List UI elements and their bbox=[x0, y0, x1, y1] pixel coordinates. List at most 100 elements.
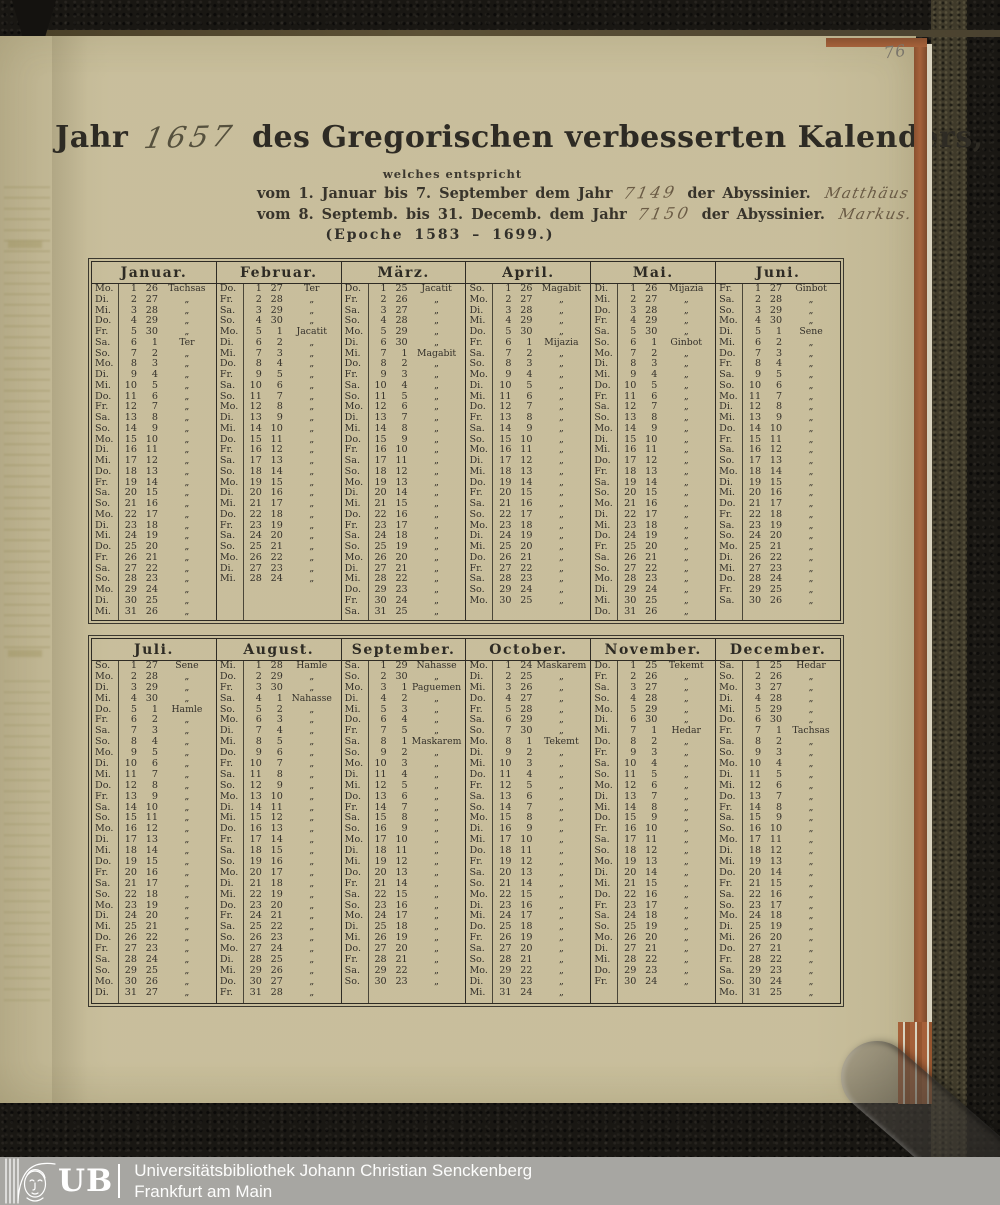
calendar-row: So. 14 7 „ bbox=[466, 802, 590, 814]
abyssinian-day-cell: 29 bbox=[769, 304, 783, 316]
abyssinian-month-cell: „ bbox=[683, 933, 689, 944]
weekday-cell: So. bbox=[219, 932, 236, 944]
month-column-mrz: März. Do. 1 25 Jacatit Fr. 2 26 „ Sa. 3 27 „ So. 4 28 „ M… bbox=[340, 262, 466, 620]
weekday-cell: Fr. bbox=[344, 293, 358, 305]
gregorian-day-cell: 5 bbox=[630, 326, 637, 337]
weekday-cell: So. bbox=[469, 283, 485, 294]
gregorian-day-cell: 31 bbox=[499, 986, 512, 998]
abyssinian-day-cell: 11 bbox=[270, 433, 283, 445]
abyssinian-day-cell: 13 bbox=[270, 823, 283, 835]
gregorian-day-cell: 25 bbox=[374, 541, 387, 552]
weekday-cell: So. bbox=[95, 660, 111, 671]
gregorian-day-cell: 22 bbox=[374, 888, 387, 900]
abyssinian-day-cell: 17 bbox=[769, 899, 783, 911]
gregorian-day-cell: 12 bbox=[624, 779, 637, 791]
gregorian-day-cell: 29 bbox=[124, 584, 137, 595]
abyssinian-month-cell: „ bbox=[184, 531, 190, 542]
abyssinian-day-cell: 28 bbox=[270, 986, 283, 998]
abyssinian-day-cell: 21 bbox=[270, 910, 283, 922]
abyssinian-day-cell: 29 bbox=[645, 703, 658, 715]
abyssinian-day-cell: 12 bbox=[395, 465, 408, 477]
weekday-cell: Do. bbox=[719, 422, 736, 434]
calendar-row: Sa. 15 9 „ bbox=[716, 813, 840, 824]
gregorian-day-cell: 28 bbox=[499, 954, 512, 966]
abyssinian-month-cell: „ bbox=[434, 606, 439, 617]
abyssinian-day-cell: 10 bbox=[769, 422, 783, 434]
abyssinian-month-cell: „ bbox=[184, 682, 190, 693]
abyssinian-month-cell: „ bbox=[683, 466, 689, 477]
weekday-cell: Do. bbox=[719, 943, 736, 955]
calendar-row: So. 7 30 „ bbox=[466, 725, 590, 737]
gregorian-day-cell: 22 bbox=[499, 508, 512, 520]
calendar-row: Fr. 3 30 „ bbox=[217, 682, 341, 694]
gregorian-day-cell: 15 bbox=[249, 812, 262, 824]
calendar-row: Mo. 23 19 „ bbox=[92, 900, 216, 912]
abyssinian-day-cell: 18 bbox=[270, 877, 283, 889]
abyssinian-month-cell: „ bbox=[808, 305, 814, 316]
gregorian-day-cell: 17 bbox=[748, 455, 762, 466]
abyssinian-day-cell: 23 bbox=[270, 562, 283, 574]
abyssinian-day-cell: 17 bbox=[145, 877, 158, 889]
weekday-cell: Sa. bbox=[719, 369, 735, 380]
gregorian-day-cell: 28 bbox=[374, 573, 387, 585]
calendar-row: Fr. 28 22 „ bbox=[716, 954, 840, 966]
gregorian-day-cell: 26 bbox=[499, 932, 512, 944]
abyssinian-day-cell: 23 bbox=[769, 562, 783, 574]
calendar-row: Di. 26 22 „ bbox=[716, 552, 840, 564]
gregorian-day-cell: 27 bbox=[374, 943, 387, 955]
calendar-row: Do. 1 25 Tekemt bbox=[591, 660, 715, 672]
weekday-cell: Sa. bbox=[344, 304, 360, 316]
gregorian-day-cell: 5 bbox=[255, 703, 262, 715]
abyssinian-day-cell: 29 bbox=[270, 304, 283, 316]
calendar-row: Fr. 17 14 „ bbox=[217, 834, 341, 846]
calendar-row: Do. 26 21 „ bbox=[466, 552, 590, 564]
abyssinian-month-cell: „ bbox=[808, 434, 814, 445]
gregorian-day-cell: 17 bbox=[499, 834, 512, 846]
abyssinian-month-cell: „ bbox=[558, 715, 564, 726]
calendar-row: Di. 28 25 „ bbox=[217, 954, 341, 966]
gregorian-day-cell: 24 bbox=[249, 910, 262, 922]
calendar-row: Mo. 3 27 „ bbox=[716, 681, 840, 694]
month-body: Mo. 1 26 Tachsas Di. 2 27 „ Mi. 3 28 „ Do. 4 29 „ Fr. 5 30… bbox=[92, 283, 216, 620]
calendar-row: Mo. 26 20 „ bbox=[591, 932, 715, 944]
abyssinian-month-cell: „ bbox=[184, 889, 190, 900]
calendar-row: Do. 20 13 „ bbox=[342, 867, 466, 879]
abyssinian-month-cell: „ bbox=[309, 413, 315, 423]
abyssinian-month-cell: „ bbox=[808, 595, 814, 606]
abyssinian-day-cell: 26 bbox=[645, 605, 658, 617]
gregorian-day-cell: 1 bbox=[755, 660, 762, 671]
abyssinian-day-cell: 11 bbox=[145, 444, 158, 456]
weekday-cell: Fr. bbox=[219, 834, 234, 846]
calendar-row: Sa. 13 6 „ bbox=[466, 791, 590, 803]
gregorian-day-cell: 4 bbox=[380, 315, 387, 327]
gregorian-day-cell: 29 bbox=[374, 964, 387, 976]
abyssinian-month-cell: „ bbox=[434, 316, 439, 327]
abyssinian-month-cell: „ bbox=[683, 867, 689, 878]
calendar-row: Di. 24 19 „ bbox=[466, 530, 590, 542]
abyssinian-month-cell: „ bbox=[309, 944, 315, 955]
gregorian-day-cell: 18 bbox=[124, 845, 137, 857]
weekday-cell: Mo. bbox=[719, 541, 738, 552]
abyssinian-day-cell: 27 bbox=[769, 681, 783, 693]
weekday-cell: Mo. bbox=[594, 703, 613, 715]
month-column-januar: Januar. Mo. 1 26 Tachsas Di. 2 27 „ Mi. 3 28 „ Do. 4 29… bbox=[92, 262, 216, 620]
abyssinian-month-cell: „ bbox=[808, 900, 814, 911]
weekday-cell: Mi. bbox=[469, 465, 486, 477]
gregorian-day-cell: 6 bbox=[380, 714, 387, 726]
abyssinian-month-cell: „ bbox=[434, 835, 439, 846]
calendar-row: Do. 4 29 „ bbox=[92, 315, 216, 327]
abyssinian-month-cell: „ bbox=[434, 813, 439, 824]
abyssinian-day-cell: 2 bbox=[776, 736, 783, 748]
calendar-row: Mo. 15 10 „ bbox=[92, 434, 216, 446]
calendar-row: Mi. 21 17 „ bbox=[217, 498, 341, 510]
calendar-row: Sa. 27 20 „ bbox=[466, 943, 590, 955]
abyssinian-day-cell: 23 bbox=[645, 573, 658, 585]
abyssinian-day-cell: 23 bbox=[645, 964, 658, 976]
gregorian-day-cell: 18 bbox=[249, 465, 262, 477]
weekday-cell: Fr. bbox=[219, 910, 234, 922]
abyssinian-month-cell: „ bbox=[309, 423, 315, 434]
weekday-cell: Mi. bbox=[719, 856, 736, 868]
weekday-cell: So. bbox=[719, 899, 735, 911]
abyssinian-day-cell: 23 bbox=[769, 964, 783, 976]
weekday-cell: Di. bbox=[594, 283, 609, 294]
